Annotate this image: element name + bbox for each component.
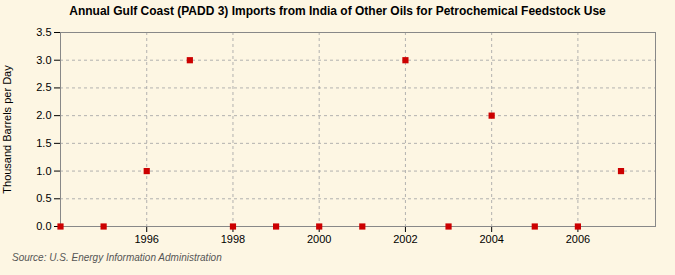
svg-text:3.0: 3.0 [36, 54, 51, 66]
svg-text:1996: 1996 [134, 233, 158, 245]
svg-text:2.0: 2.0 [36, 109, 51, 121]
svg-text:0.0: 0.0 [36, 220, 51, 232]
html-text:Annual Gulf Coast (PADD 3) Imp: Annual Gulf Coast (PADD 3) Imports from … [69, 4, 606, 18]
svg-text:2006: 2006 [566, 233, 590, 245]
svg-text:2.5: 2.5 [36, 81, 51, 93]
svg-text:2002: 2002 [393, 233, 417, 245]
svg-text:3.5: 3.5 [36, 26, 51, 38]
svg-text:1998: 1998 [221, 233, 245, 245]
svg-text:0.5: 0.5 [36, 192, 51, 204]
html-text:Source: U.S. Energy Informatio: Source: U.S. Energy Information Administ… [12, 252, 222, 263]
svg-text:Thousand Barrels per Day: Thousand Barrels per Day [1, 65, 13, 194]
svg-text:2004: 2004 [479, 233, 503, 245]
svg-text:2000: 2000 [307, 233, 331, 245]
svg-text:1.0: 1.0 [36, 165, 51, 177]
svg-text:1.5: 1.5 [36, 137, 51, 149]
